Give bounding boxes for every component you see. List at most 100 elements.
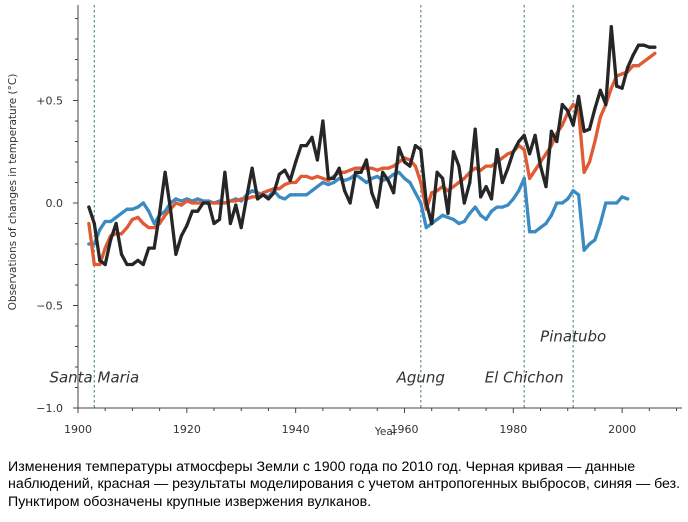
data-point-natural <box>250 189 254 193</box>
x-tick-label: 1920 <box>173 423 201 436</box>
data-point-modeled <box>212 201 216 205</box>
data-point-modeled <box>636 64 641 68</box>
data-point-observed <box>92 221 96 226</box>
data-point-natural <box>522 176 526 180</box>
data-point-observed <box>604 103 608 107</box>
data-point-observed <box>98 258 102 262</box>
data-point-observed <box>174 252 178 256</box>
data-point-modeled <box>283 183 287 187</box>
data-point-observed <box>234 203 238 207</box>
data-point-modeled <box>484 164 488 168</box>
data-point-observed <box>441 176 445 180</box>
data-point-observed <box>620 86 624 90</box>
volcano-markers: Santa Maria Agung El Chichon Pinatubo <box>49 5 606 408</box>
data-point-observed <box>473 127 477 131</box>
series-natural <box>87 170 630 252</box>
data-point-modeled <box>560 123 564 127</box>
data-point-observed <box>413 144 417 148</box>
data-point-modeled <box>196 201 200 205</box>
data-point-modeled <box>642 60 646 64</box>
data-point-natural <box>402 176 407 180</box>
series-line-observed <box>87 25 657 267</box>
data-point-modeled <box>310 176 314 180</box>
data-point-observed <box>528 152 532 156</box>
data-point-observed <box>152 246 156 250</box>
data-point-natural <box>615 201 619 205</box>
data-point-observed <box>544 185 548 189</box>
data-point-modeled <box>587 160 592 164</box>
data-point-modeled <box>174 201 178 205</box>
data-point-observed <box>582 129 586 133</box>
data-point-observed <box>119 252 124 256</box>
data-point-modeled <box>419 180 423 185</box>
data-point-natural <box>196 197 200 201</box>
data-point-observed <box>256 197 260 201</box>
data-point-natural <box>582 248 586 252</box>
data-point-observed <box>631 53 635 58</box>
x-tick-label: 1900 <box>64 423 92 436</box>
data-point-observed <box>489 197 494 201</box>
data-point-observed <box>158 211 162 215</box>
data-point-modeled <box>451 185 456 189</box>
data-point-modeled <box>315 174 319 178</box>
data-point-modeled <box>190 201 194 205</box>
data-point-observed <box>315 158 319 162</box>
data-point-observed <box>517 139 521 144</box>
data-point-natural <box>92 242 96 246</box>
data-point-observed <box>283 168 287 172</box>
data-point-natural <box>566 197 570 201</box>
data-point-observed <box>609 25 613 29</box>
data-point-natural <box>446 215 450 219</box>
data-point-observed <box>549 129 554 133</box>
data-point-observed <box>337 166 341 170</box>
data-point-modeled <box>343 170 347 174</box>
data-point-natural <box>179 199 183 203</box>
data-point-natural <box>304 193 309 197</box>
data-point-observed <box>375 205 379 209</box>
series-line-natural <box>87 170 630 252</box>
volcano-label: El Chichon <box>485 368 564 386</box>
data-point-observed <box>506 166 510 170</box>
data-point-modeled <box>87 221 91 226</box>
data-point-observed <box>141 262 145 267</box>
data-point-modeled <box>239 197 243 201</box>
data-point-observed <box>321 119 325 123</box>
y-ticks: +0.5 0.0 −0.5 −1.0 <box>36 18 78 415</box>
data-point-observed <box>397 146 401 150</box>
data-point-natural <box>544 221 548 226</box>
data-point-natural <box>451 217 456 221</box>
data-point-observed <box>228 221 232 226</box>
data-point-natural <box>310 189 314 193</box>
data-point-observed <box>250 166 254 170</box>
data-point-observed <box>136 258 140 262</box>
data-point-natural <box>408 180 412 185</box>
data-point-natural <box>441 213 445 217</box>
data-point-observed <box>348 201 352 205</box>
data-point-natural <box>511 197 515 201</box>
data-point-modeled <box>462 176 466 180</box>
data-point-observed <box>386 178 390 183</box>
data-point-observed <box>408 164 412 168</box>
data-point-modeled <box>223 201 227 205</box>
y-tick-label: +0.5 <box>36 95 63 108</box>
data-point-modeled <box>392 164 396 168</box>
data-point-natural <box>517 189 521 193</box>
data-point-modeled <box>381 166 385 170</box>
data-point-observed <box>446 211 450 215</box>
data-point-observed <box>424 201 428 205</box>
series-layer <box>87 25 657 267</box>
data-point-observed <box>370 191 374 195</box>
data-point-observed <box>555 139 559 144</box>
data-point-observed <box>239 226 243 230</box>
data-point-natural <box>549 213 554 217</box>
data-point-natural <box>119 211 124 215</box>
data-point-modeled <box>163 213 167 217</box>
data-point-modeled <box>147 226 151 230</box>
data-point-natural <box>500 205 504 209</box>
x-axis-title: Year <box>374 426 398 438</box>
data-point-natural <box>136 205 140 209</box>
y-tick-label: 0.0 <box>46 197 64 210</box>
data-point-observed <box>500 180 504 185</box>
data-point-modeled <box>620 72 624 76</box>
data-point-observed <box>261 193 265 197</box>
